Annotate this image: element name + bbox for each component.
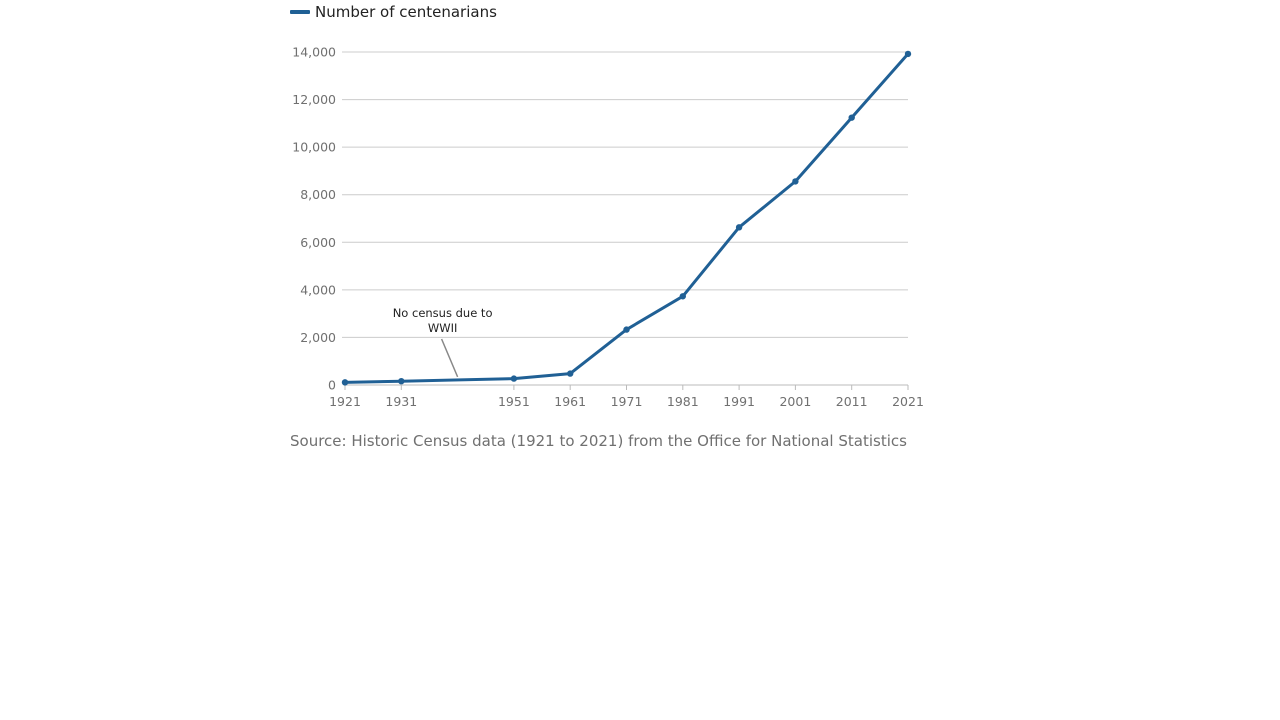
x-tick-label: 2021 <box>892 394 924 409</box>
y-tick-label: 6,000 <box>300 235 336 250</box>
data-point <box>904 50 912 58</box>
x-tick-label: 1931 <box>385 394 417 409</box>
series-line <box>343 52 910 384</box>
x-tick-label: 1951 <box>498 394 530 409</box>
y-tick-label: 2,000 <box>300 330 336 345</box>
data-point <box>735 224 743 231</box>
legend-label: Number of centenarians <box>315 3 497 21</box>
x-tick-label: 1961 <box>554 394 586 409</box>
legend: Number of centenarians <box>290 1 497 23</box>
y-tick-label: 12,000 <box>292 92 336 107</box>
annotation-text: WWII <box>428 321 458 335</box>
data-point <box>398 377 405 385</box>
data-point <box>567 370 574 377</box>
data-point <box>792 178 799 185</box>
legend-swatch <box>290 10 310 14</box>
x-tick-label: 1921 <box>329 394 361 409</box>
annotation-pointer-line <box>440 338 459 378</box>
data-point <box>679 293 686 300</box>
annotation-text: No census due to <box>393 306 493 320</box>
y-tick-label: 14,000 <box>292 45 336 60</box>
y-tick-label: 8,000 <box>300 187 336 202</box>
y-tick-label: 10,000 <box>292 140 336 155</box>
x-tick-label: 1971 <box>611 394 643 409</box>
data-point <box>848 114 855 121</box>
data-point <box>341 379 349 386</box>
data-point <box>510 375 518 382</box>
y-tick-label: 0 <box>328 378 336 393</box>
source-note: Source: Historic Census data (1921 to 20… <box>290 432 907 450</box>
x-tick-label: 1981 <box>667 394 699 409</box>
x-tick-label: 2011 <box>836 394 868 409</box>
x-tick-label: 1991 <box>723 394 755 409</box>
x-tick-label: 2001 <box>779 394 811 409</box>
y-tick-label: 4,000 <box>300 282 336 297</box>
data-point <box>623 326 630 333</box>
